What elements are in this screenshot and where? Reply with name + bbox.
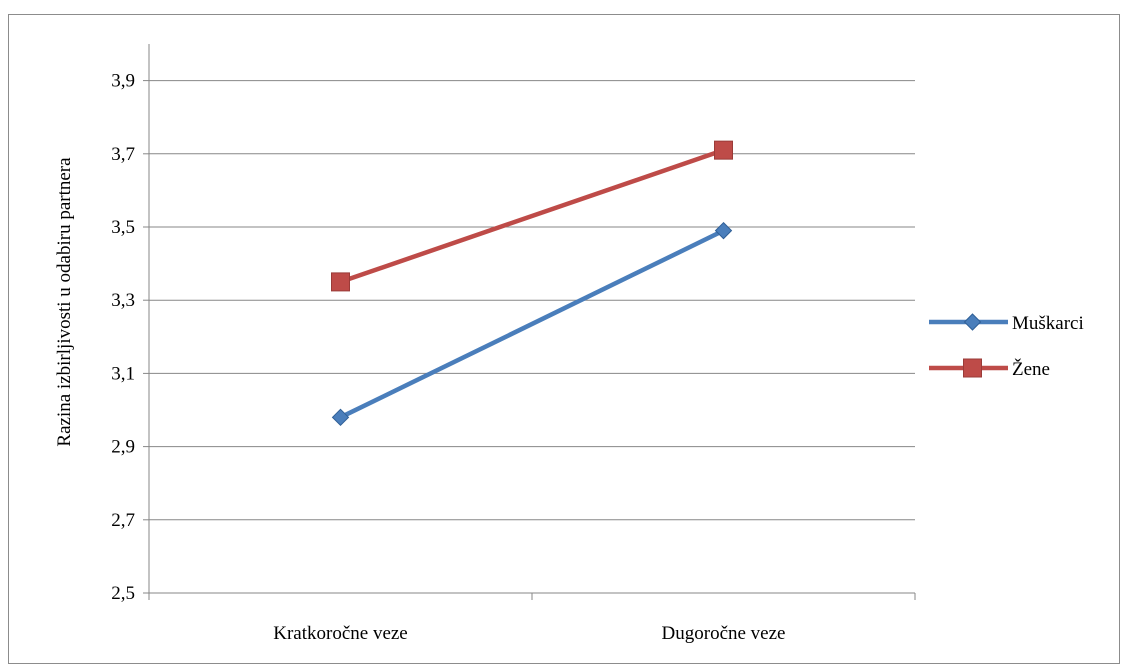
axes [143, 44, 916, 600]
data-point [331, 272, 350, 292]
y-tick-label: 2,7 [111, 510, 135, 531]
series-line-1 [339, 148, 725, 285]
legend-marker [963, 313, 982, 331]
y-tick-label: 3,9 [111, 71, 135, 92]
data-point [714, 221, 733, 240]
x-category-label: Kratkoročne veze [273, 623, 408, 644]
x-category-label: Dugoročne veze [662, 623, 786, 644]
y-tick-label: 2,5 [111, 583, 135, 604]
y-tick-label: 2,9 [111, 437, 135, 458]
legend-label: Žene [1012, 358, 1050, 380]
y-tick-label: 3,5 [111, 217, 135, 238]
data-point [714, 140, 733, 160]
y-axis-title: Razina izbirljivosti u odabiru partnera [54, 157, 75, 447]
y-tick-labels: 2,5 2,7 2,9 3,1 3,3 3,5 3,7 3,9 [111, 71, 135, 604]
legend: Muškarci Žene [929, 313, 1084, 380]
x-category-labels: Kratkoročne veze Dugoročne veze [273, 623, 785, 644]
legend-label: Muškarci [1012, 313, 1084, 334]
y-tick-label: 3,7 [111, 144, 135, 165]
y-tick-label: 3,1 [111, 363, 135, 384]
data-series [331, 140, 733, 427]
gridlines [149, 80, 915, 521]
chart-frame [8, 14, 1120, 664]
legend-marker [963, 358, 982, 378]
series-line-0 [339, 228, 725, 420]
y-tick-label: 3,3 [111, 290, 135, 311]
data-point [331, 408, 350, 427]
